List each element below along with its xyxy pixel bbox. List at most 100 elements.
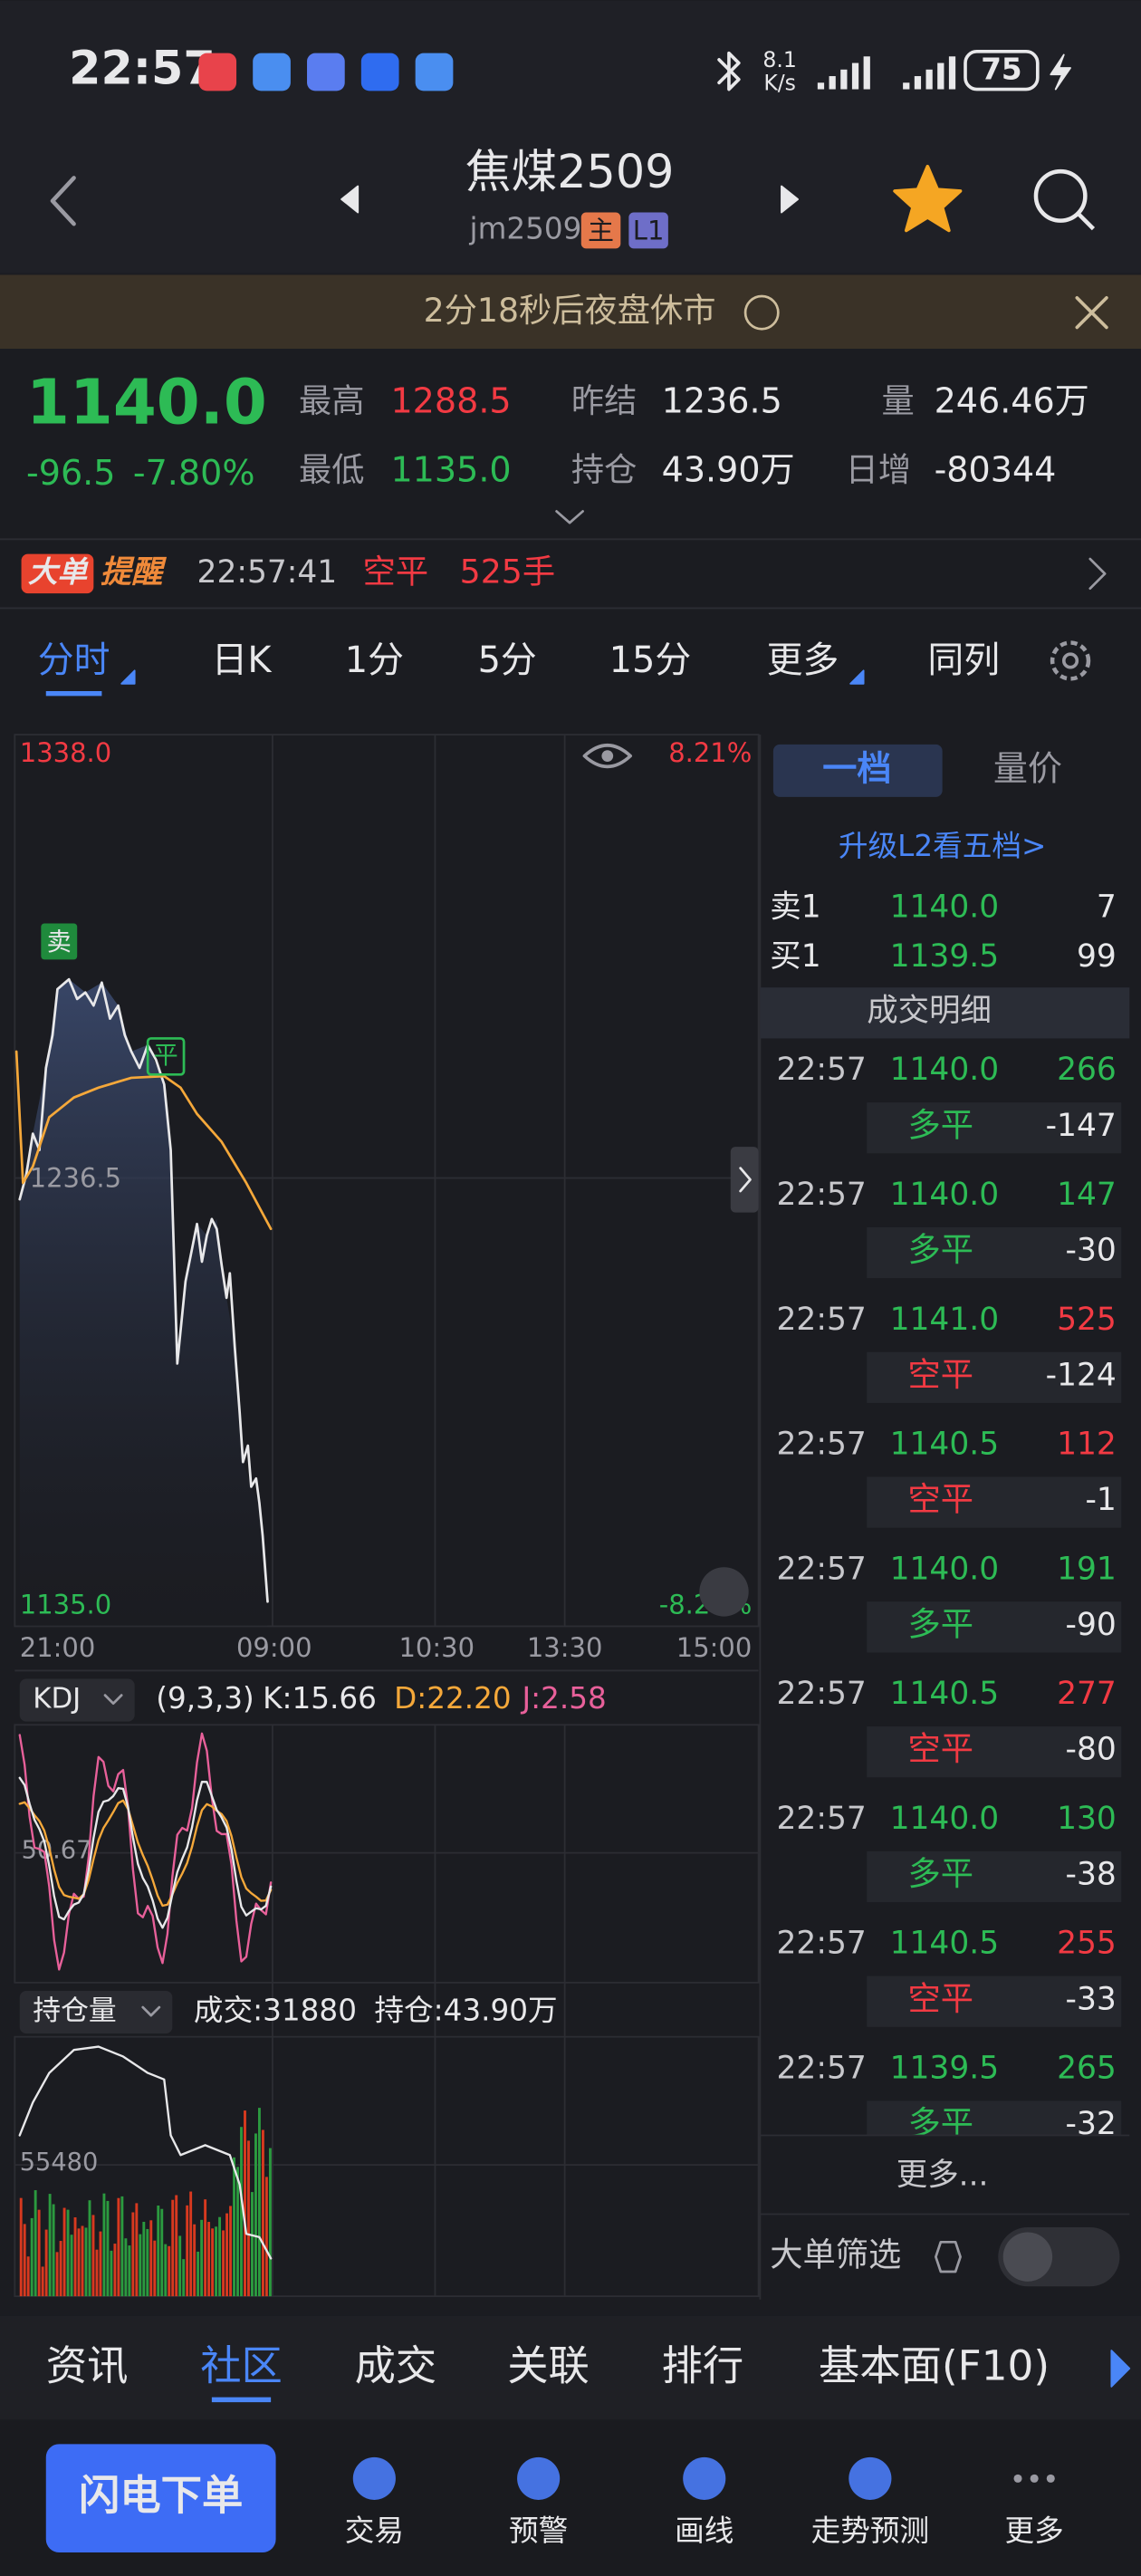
sell-marker-text: 卖	[47, 928, 72, 956]
eye-icon[interactable]	[582, 744, 632, 769]
close-notice[interactable]	[1075, 295, 1108, 330]
volume-bar	[200, 2219, 204, 2297]
trade-type: 多平	[908, 2104, 974, 2143]
volume-bar	[225, 2213, 228, 2297]
time-axis-label: 13:30	[527, 1632, 603, 1663]
stat-value: 1236.5	[662, 380, 782, 420]
chart-tab[interactable]: 5分	[478, 639, 537, 681]
search-button[interactable]	[1033, 168, 1088, 223]
volume-bar	[131, 2212, 135, 2297]
action-icon[interactable]	[352, 2456, 396, 2500]
indicator-select[interactable]	[19, 1678, 135, 1722]
help-icon	[743, 294, 780, 331]
trade-type-bg	[867, 1850, 1122, 1903]
action-icon[interactable]	[683, 2456, 726, 2500]
chart-tab[interactable]: 分时	[38, 639, 110, 681]
trade-time: 22:57	[777, 1676, 867, 1712]
action-icon[interactable]	[517, 2456, 561, 2500]
trade-volume: 112	[1057, 1427, 1117, 1463]
next-contract[interactable]	[781, 185, 799, 214]
orderbook-tab[interactable]: 量价	[993, 748, 1062, 788]
back-button[interactable]	[50, 176, 76, 226]
chart-tab[interactable]: 15分	[609, 639, 692, 681]
volume-bar	[197, 2251, 200, 2297]
trade-type-bg	[867, 1601, 1122, 1653]
fullscreen-button[interactable]	[699, 1567, 749, 1617]
alert-arrow[interactable]	[1088, 557, 1107, 591]
charging-icon	[1050, 53, 1071, 91]
volume-bar	[142, 2221, 146, 2297]
bottom-tab[interactable]: 排行	[662, 2341, 744, 2389]
signal-bar	[840, 69, 848, 90]
volume-bar	[264, 2177, 268, 2297]
volume-bar	[30, 2217, 34, 2297]
volume-bar	[120, 2196, 124, 2297]
volume-bar	[153, 2240, 157, 2297]
trade-oi-change: -33	[1066, 1981, 1117, 2017]
prev-contract[interactable]	[340, 185, 360, 214]
trade-time: 22:57	[777, 1302, 867, 1338]
volume-bar	[211, 2228, 215, 2297]
signal-bar	[925, 69, 933, 90]
signal-bar	[937, 62, 944, 90]
large-order-filter: 大单筛选	[770, 2235, 901, 2274]
volume-bar	[261, 2129, 264, 2297]
indicator-select[interactable]	[19, 1990, 173, 2034]
alert-time: 22:57:41	[197, 554, 338, 591]
header-badge	[628, 212, 668, 249]
volume-bar	[113, 2244, 117, 2297]
volume-bar	[44, 2229, 48, 2297]
signal-bar	[851, 62, 859, 90]
trade-price: 1140.0	[890, 1551, 999, 1587]
volume-bar	[204, 2199, 207, 2297]
volume-bar	[229, 2206, 232, 2297]
action-label[interactable]: 走势预测	[811, 2514, 929, 2548]
stat-label: 量	[882, 381, 915, 420]
chart-tab[interactable]: 更多	[767, 639, 839, 681]
favorite-star[interactable]	[893, 164, 963, 233]
chart-tab[interactable]: 日K	[211, 639, 272, 681]
action-label[interactable]: 画线	[675, 2514, 734, 2548]
trade-price: 1140.5	[890, 1676, 999, 1712]
volume-bar	[81, 2225, 84, 2297]
time-axis-label: 09:00	[236, 1632, 312, 1663]
volume-bar	[59, 2241, 62, 2297]
action-label[interactable]: 预警	[509, 2514, 568, 2548]
bottom-tab[interactable]: 成交	[355, 2341, 437, 2389]
chart-tab[interactable]: 1分	[345, 639, 404, 681]
bottom-tab[interactable]: 关联	[507, 2341, 590, 2389]
action-icon[interactable]	[849, 2456, 892, 2500]
signal-bar	[914, 76, 922, 90]
action-label[interactable]: 交易	[345, 2514, 404, 2548]
primary-action[interactable]	[45, 2444, 276, 2552]
volume-bar	[244, 2110, 246, 2297]
settings-button[interactable]	[1050, 640, 1091, 681]
stat-value: 43.90万	[662, 449, 795, 489]
chart-tab[interactable]: 同列	[927, 639, 1000, 681]
trade-type: 空平	[908, 1355, 974, 1394]
kdj-k-line	[18, 1776, 273, 1929]
status-app-icon	[415, 53, 454, 91]
chart-bottom-left: 1135.0	[20, 1590, 111, 1620]
orderbook-tab-bg	[772, 744, 943, 797]
action-label[interactable]: 更多	[1005, 2514, 1064, 2548]
volume-bar	[215, 2226, 218, 2297]
trade-type-bg	[867, 1726, 1122, 1778]
chart-top-right: 8.21%	[668, 737, 752, 768]
more-trades[interactable]: 更多...	[896, 2157, 989, 2193]
bottom-tab[interactable]: 基本面(F10)	[819, 2341, 1050, 2389]
indicator-select-arrow	[103, 1694, 123, 1706]
signal-bar	[948, 56, 956, 90]
trade-time: 22:57	[777, 2050, 867, 2086]
volume-bar	[175, 2195, 178, 2297]
side-handle[interactable]	[730, 1147, 759, 1213]
upgrade-link[interactable]: 升级L2看五档>	[839, 829, 1046, 863]
filter-icon	[935, 2240, 962, 2273]
stat-value: -80344	[935, 449, 1057, 489]
bottom-tab[interactable]: 资讯	[46, 2341, 129, 2389]
stat-label: 最低	[299, 450, 365, 489]
bottom-tab[interactable]: 社区	[200, 2341, 283, 2389]
kdj-params: (9,3,3)	[156, 1681, 254, 1716]
orderbook-tab[interactable]: 一档	[822, 748, 891, 788]
